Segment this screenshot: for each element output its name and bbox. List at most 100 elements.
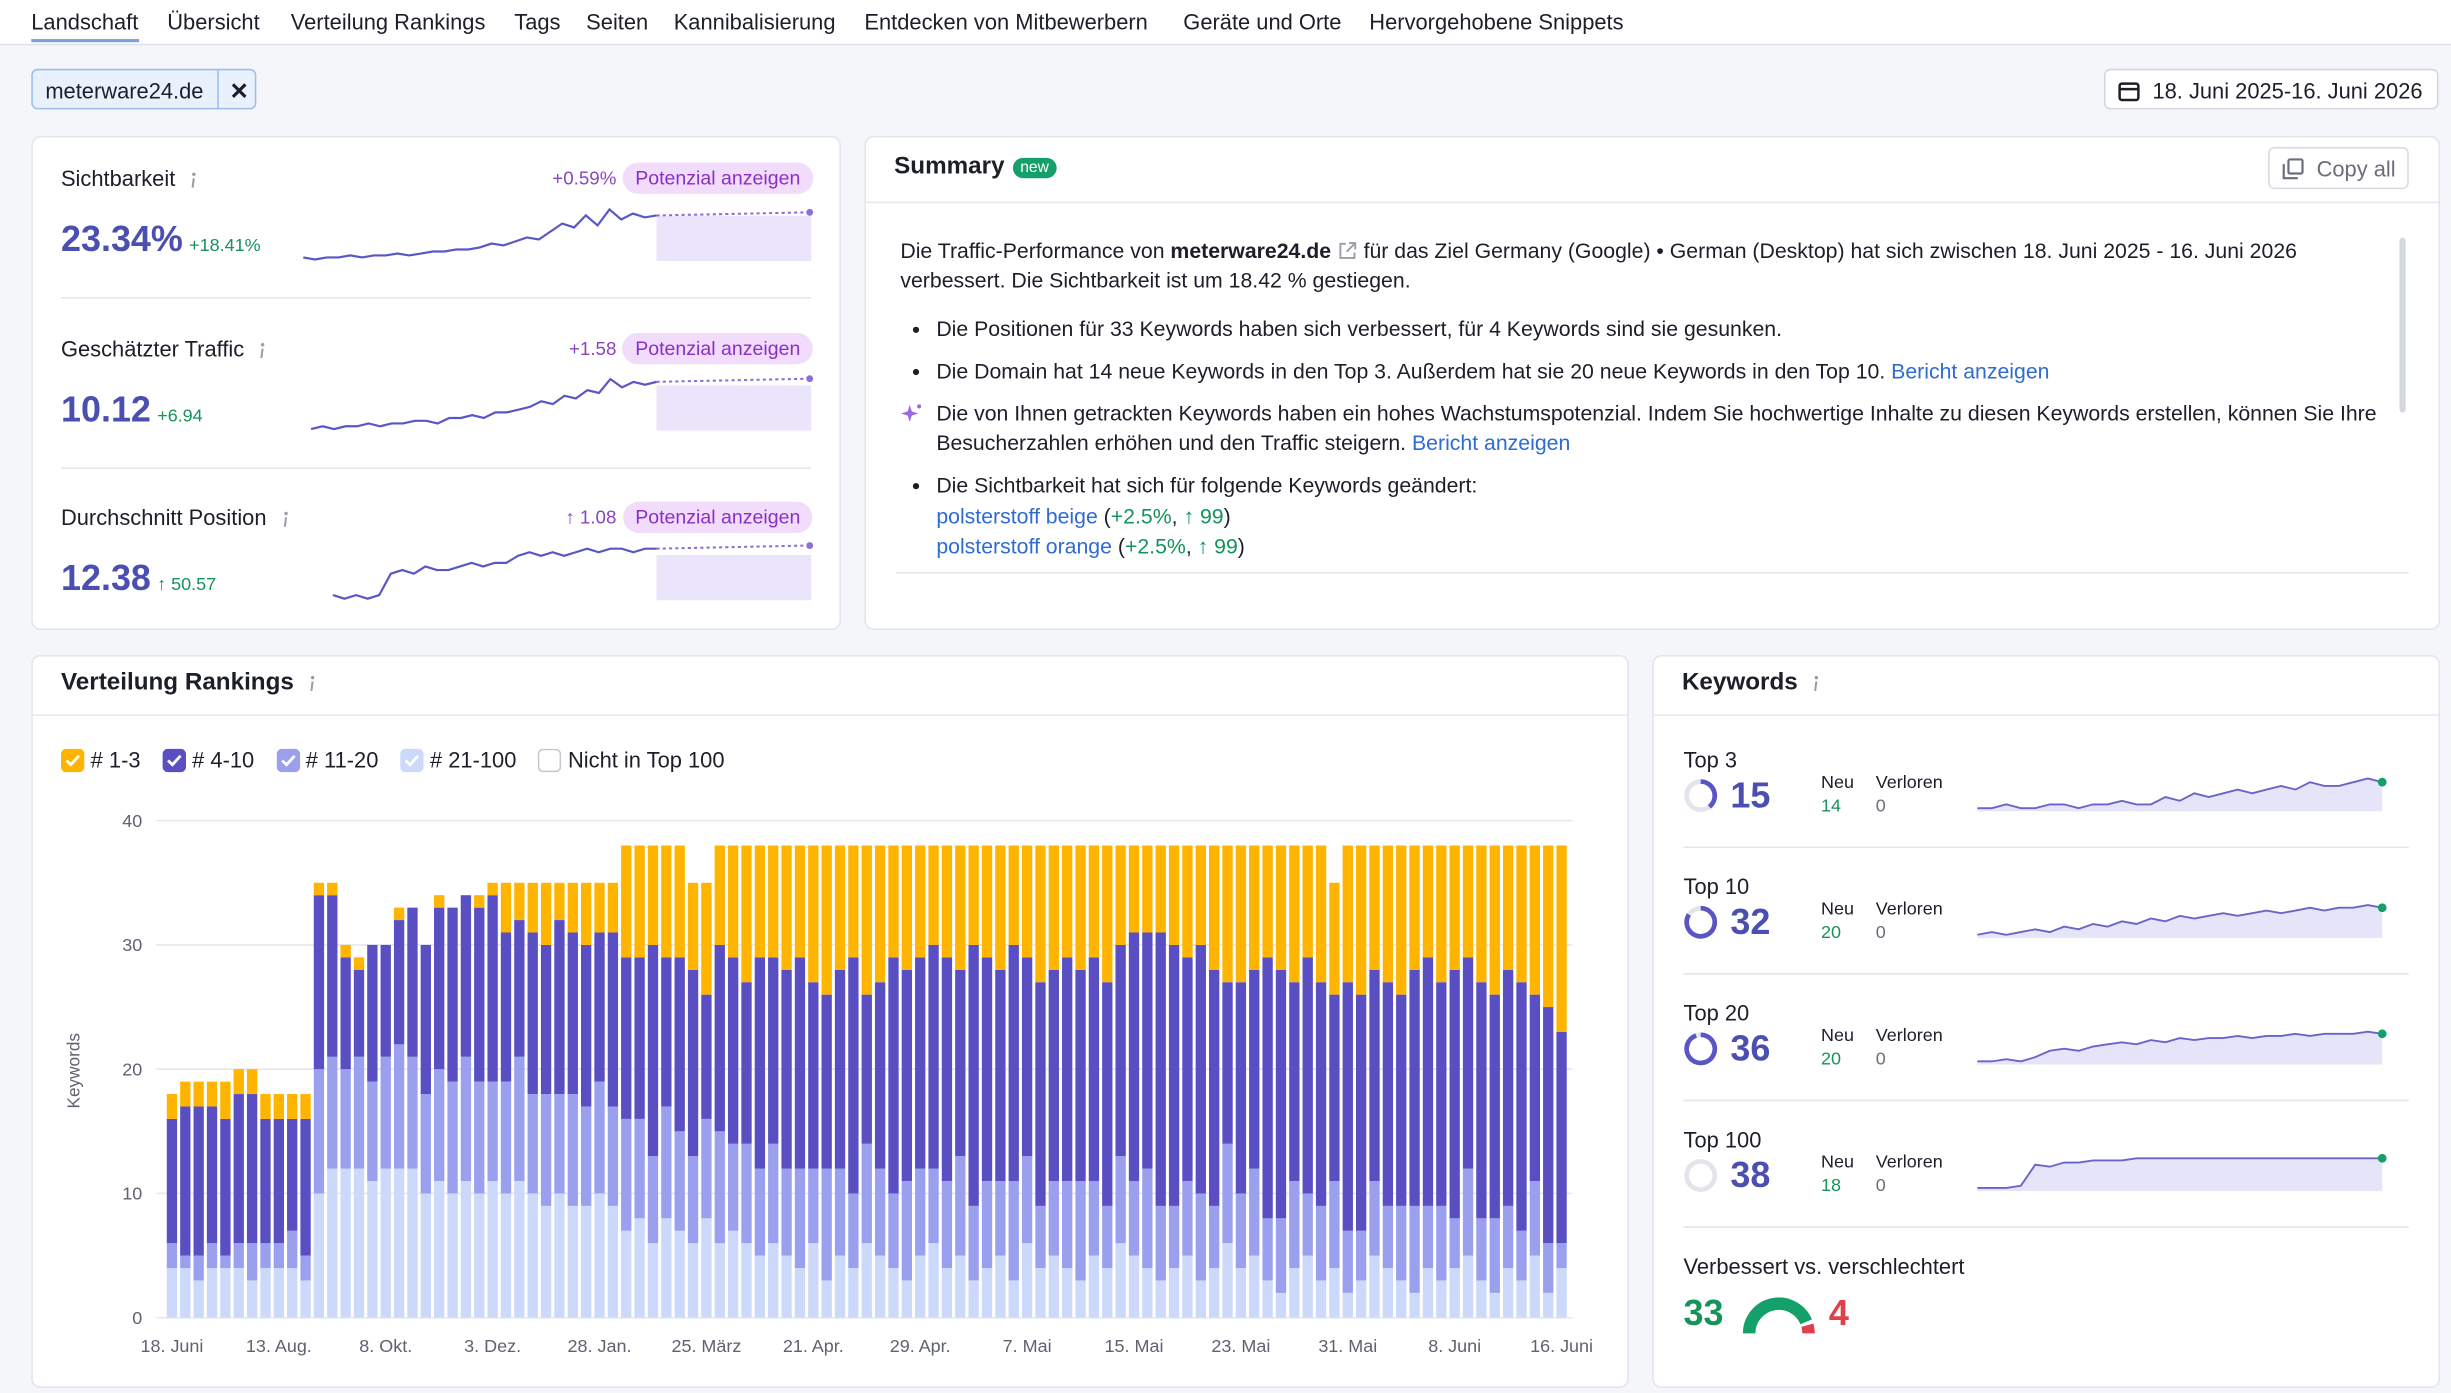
legend-item[interactable]: Nicht in Top 100 [538, 747, 725, 773]
keyword-link[interactable]: polsterstoff orange [936, 534, 1112, 559]
legend-checkbox [538, 747, 562, 772]
tab[interactable]: Landschaft [31, 9, 139, 43]
info-dot [310, 675, 315, 680]
checkbox-box [400, 747, 424, 772]
sparkle-dot [917, 404, 922, 409]
info-dot [283, 512, 288, 516]
date-picker[interactable]: 18. Juni 2025-16. Juni 2026 [2103, 68, 2439, 110]
tab[interactable]: Kannibalisierung [673, 9, 836, 35]
metric-change: +18.41% [189, 236, 261, 256]
compare-label: Verbessert vs. verschlechtert [1683, 1253, 1965, 1279]
legend-item[interactable]: # 1-3 [60, 747, 141, 772]
metric-value-text: 23.34% [60, 218, 183, 259]
bullet-dot [912, 483, 920, 490]
summary-bullet: Die von Ihnen getrackten Keywords haben … [901, 398, 2404, 459]
summary-bottom-rule [895, 572, 2409, 574]
summary-bullet: Die Positionen für 33 Keywords haben sic… [912, 314, 2404, 344]
legend-item[interactable]: # 11-20 [276, 747, 378, 772]
intro-part: Die Traffic-Performance von [900, 239, 1171, 263]
keywords-title-text: Keywords [1681, 669, 1798, 696]
external-link-icon [1338, 242, 1356, 259]
legend-item[interactable]: # 4-10 [162, 747, 254, 772]
info-stem [260, 348, 264, 358]
keyword-link[interactable]: polsterstoff beige [936, 504, 1098, 528]
kw-label: Top 3 [1683, 747, 1738, 773]
kw-value: 32 [1730, 901, 1771, 942]
tab[interactable]: Entdecken von Mitbewerbern [864, 9, 1148, 35]
tab[interactable]: Hervorgehobene Snippets [1369, 9, 1624, 35]
domain-label: meterware24.de [45, 78, 204, 104]
keywords-title: Keywords [1682, 669, 1826, 697]
tab[interactable]: Geräte und Orte [1183, 9, 1342, 35]
keywords-card [1652, 654, 2441, 1389]
kw-new: 20 [1821, 923, 1842, 943]
tab[interactable]: Übersicht [167, 9, 260, 35]
legend-item[interactable]: # 21-100 [400, 747, 516, 772]
tab[interactable]: Tags [514, 9, 561, 35]
legend-label: # 4-10 [192, 747, 255, 773]
tab[interactable]: Verteilung Rankings [290, 9, 486, 35]
legend-label: Nicht in Top 100 [567, 747, 725, 773]
info-stem [283, 517, 287, 528]
legend: # 1-3 # 4-10 # 11-20 # 21-100 Nicht in Top 1… [60, 747, 725, 773]
legend-checkbox [400, 747, 424, 772]
potential-button[interactable]: Potenzial anzeigen [622, 332, 813, 364]
metric-label-text: Durchschnitt Position [60, 504, 267, 530]
metric-label-text: Sichtbarkeit [60, 165, 176, 191]
metric-value-text: 10.12 [60, 387, 151, 429]
potential-change: +0.59% [552, 167, 617, 190]
checkbox-box [276, 747, 300, 772]
kw-label: Top 20 [1683, 1000, 1750, 1026]
keyword-detail: , [1171, 504, 1184, 528]
kw-value: 36 [1730, 1027, 1771, 1069]
potential: +0.59% Potenzial anzeigen [552, 162, 813, 194]
keyword-detail: ↑ 99 [1183, 504, 1224, 528]
kw-new: 14 [1821, 797, 1842, 816]
keyword-detail: ( [1111, 534, 1125, 559]
close-icon [231, 83, 247, 99]
keyword-detail: ↑ 99 [1197, 534, 1238, 559]
metric-change: +6.94 [157, 406, 203, 426]
tab[interactable]: Seiten [586, 9, 649, 35]
bullet-dot [912, 326, 920, 333]
cal-body [2118, 82, 2140, 102]
info-icon [191, 173, 196, 189]
info-dot [261, 342, 265, 347]
summary-text: Die Traffic-Performance von meterware24.… [900, 236, 2404, 567]
copy-icon [2282, 158, 2304, 180]
keyword-detail: ) [1223, 504, 1231, 528]
legend-label: # 21-100 [429, 747, 517, 773]
legend-checkbox [162, 747, 186, 772]
summary-intro: Die Traffic-Performance von meterware24.… [900, 236, 2404, 297]
declined-count: 4 [1828, 1291, 1849, 1333]
keyword-detail: , [1185, 534, 1198, 559]
copy-all-button[interactable]: Copy all [2268, 146, 2409, 190]
report-link[interactable]: Bericht anzeigen [1891, 359, 2050, 383]
kw-new-label: Neu [1821, 1026, 1855, 1046]
ext-icon [1338, 242, 1356, 259]
copy-front [2282, 164, 2298, 180]
new-badge: new [1012, 157, 1057, 178]
kw-value: 38 [1730, 1154, 1771, 1196]
check-mark [404, 754, 420, 766]
copy-back [2287, 158, 2304, 175]
kw-new-label: Neu [1821, 1153, 1855, 1173]
report-link[interactable]: Bericht anzeigen [1412, 431, 1571, 456]
metrics-card [31, 135, 841, 630]
potential-button[interactable]: Potenzial anzeigen [622, 501, 813, 534]
chart-title: Verteilung Rankings [61, 669, 322, 697]
summary-bullets: Die Positionen für 33 Keywords haben sic… [900, 314, 2404, 562]
kw-new-label: Neu [1821, 773, 1855, 793]
metric-value-text: 12.38 [60, 557, 151, 598]
check-mark [65, 754, 80, 766]
card-divider [1653, 714, 2439, 716]
scrollbar [2399, 237, 2406, 413]
remove-filter[interactable] [230, 81, 249, 100]
potential-button[interactable]: Potenzial anzeigen [622, 162, 813, 194]
domain-filter[interactable]: meterware24.de [31, 68, 257, 110]
check-mark [280, 754, 296, 766]
metric-label-text: Geschätzter Traffic [60, 335, 245, 361]
keyword-detail: +2.5% [1124, 534, 1186, 559]
kw-lost: 0 [1875, 1177, 1886, 1196]
bullet-dot [912, 368, 920, 375]
